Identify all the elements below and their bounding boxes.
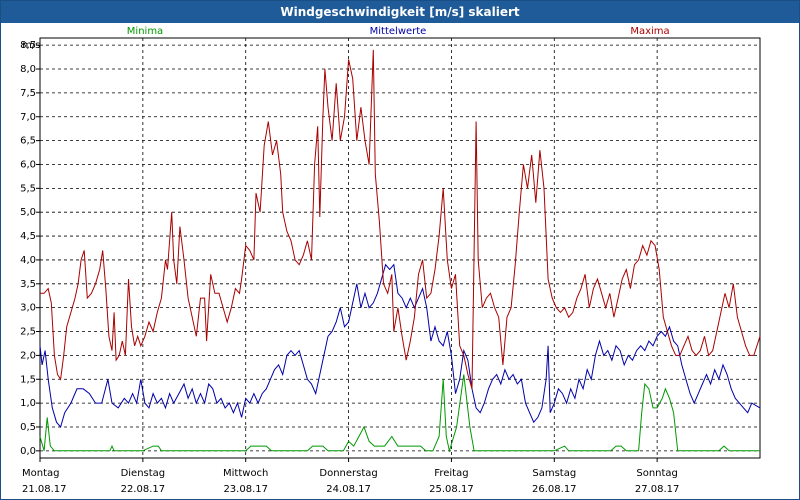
x-tick-date: 25.08.17 — [429, 484, 474, 495]
x-tick-date: 26.08.17 — [532, 484, 577, 495]
y-tick-label: 5,5 — [20, 183, 36, 194]
x-tick-day: Sonntag — [636, 468, 678, 479]
series-group — [39, 49, 761, 453]
x-tick-day: Samstag — [532, 468, 576, 479]
legend-entry: Mittelwerte — [370, 26, 427, 37]
legend-entry: Maxima — [630, 26, 669, 37]
y-tick-label: 7,5 — [20, 88, 36, 99]
y-tick-label: 3,0 — [20, 303, 36, 314]
y-tick-label: 0,5 — [20, 422, 36, 433]
legend-entry: Minima — [127, 26, 163, 37]
x-axis: Montag 21.08.17 Dienstag 22.08.17 Mittwoch 23… — [22, 458, 679, 495]
y-tick-label: 6,5 — [20, 136, 36, 147]
x-tick-day: Dienstag — [121, 468, 166, 479]
y-tick-label: 1,5 — [20, 374, 36, 385]
x-tick-date: 24.08.17 — [326, 484, 371, 495]
series-line-minima — [39, 374, 760, 453]
x-tick-date: 27.08.17 — [635, 484, 680, 495]
x-tick-date: 21.08.17 — [22, 484, 67, 495]
y-tick-label: 0,0 — [20, 446, 36, 457]
x-tick-date: 22.08.17 — [121, 484, 166, 495]
y-tick-label: 6,0 — [20, 159, 36, 170]
legend: Minima Mittelwerte Maxima — [127, 26, 670, 37]
y-tick-label: 3,5 — [20, 279, 36, 290]
x-tick-day: Donnerstag — [319, 468, 377, 479]
y-tick-label: 1,0 — [20, 398, 36, 409]
x-tick-day: Mittwoch — [223, 468, 268, 479]
y-tick-label: 5,0 — [20, 207, 36, 218]
plot-frame — [39, 37, 761, 459]
x-tick-date: 23.08.17 — [223, 484, 268, 495]
y-axis-label: m/s — [22, 40, 40, 51]
window-title: Windgeschwindigkeit [m/s] skaliert — [1, 1, 799, 23]
y-tick-label: 8,5 — [20, 40, 36, 51]
y-tick-label: 4,0 — [20, 255, 36, 266]
y-tick-label: 7,0 — [20, 112, 36, 123]
y-axis: 0,0 0,5 1,0 1,5 2,0 2,5 3,0 3,5 4,0 4,5 5,0 5,5 6,0 6… — [20, 40, 40, 457]
grid — [40, 38, 760, 458]
x-tick-day: Freitag — [434, 468, 468, 479]
y-tick-label: 8,0 — [20, 64, 36, 75]
y-tick-label: 4,5 — [20, 231, 36, 242]
y-tick-label: 2,0 — [20, 350, 36, 361]
series-line-maxima — [40, 49, 761, 389]
x-tick-day: Montag — [22, 468, 59, 479]
series-line-mittelwerte — [39, 263, 761, 429]
y-tick-label: 2,5 — [20, 327, 36, 338]
